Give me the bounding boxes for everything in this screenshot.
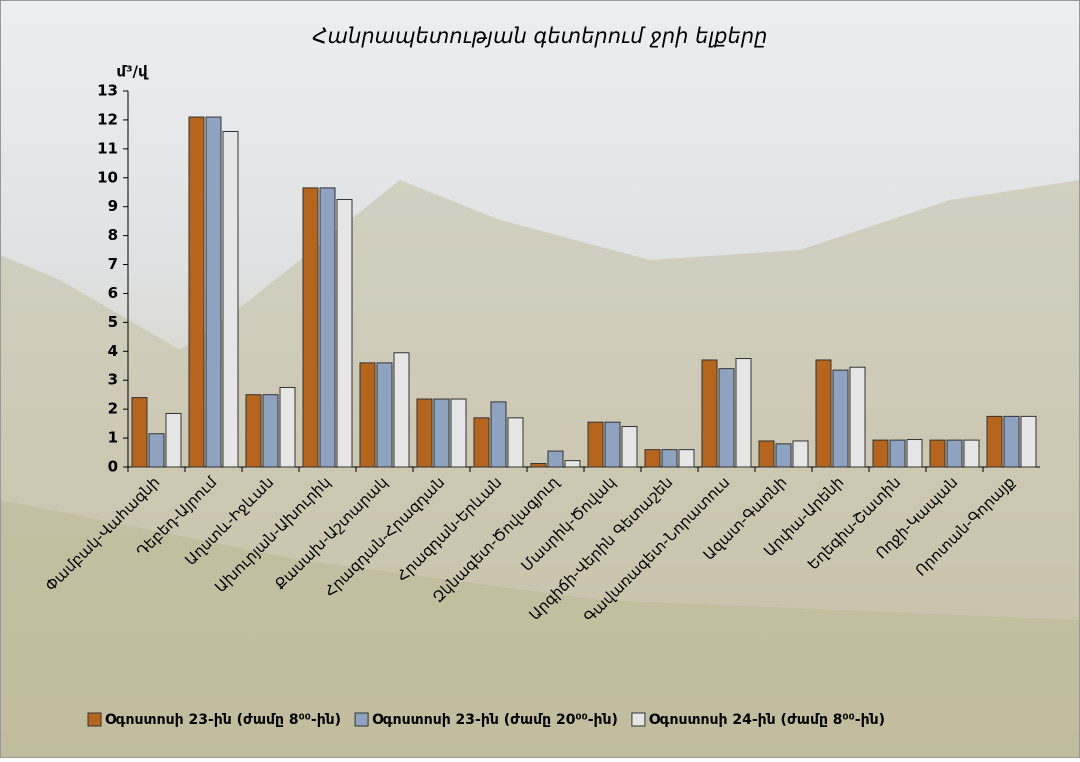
bar [832, 369, 849, 468]
bar [849, 366, 866, 468]
bar [450, 398, 467, 468]
bar [735, 358, 752, 468]
bar [547, 450, 564, 468]
legend-swatch [631, 712, 646, 727]
bar [621, 426, 638, 468]
bar [986, 415, 1003, 468]
bar [245, 394, 262, 468]
bar [906, 439, 923, 468]
legend-label: Օգոստոսի 23-ին (ժամը 20⁰⁰-ին) [372, 712, 618, 728]
bar [433, 398, 450, 468]
bar [889, 439, 906, 468]
bar [792, 440, 809, 468]
bar [775, 443, 792, 468]
bar [564, 460, 581, 468]
bar [165, 412, 182, 468]
bar [131, 397, 148, 468]
legend-swatch [354, 712, 369, 727]
legend-label: Օգոստոսի 24-ին (ժամը 8⁰⁰-ին) [649, 712, 885, 728]
bar [336, 198, 353, 468]
bar [473, 417, 490, 468]
bar [587, 421, 604, 468]
bar [644, 449, 661, 468]
y-tick-label: 8 [108, 226, 118, 244]
bar [1003, 415, 1020, 468]
y-tick-label: 1 [108, 429, 118, 447]
bar [262, 394, 279, 468]
y-tick-label: 9 [108, 197, 118, 215]
y-tick-label: 0 [108, 458, 118, 476]
bar [758, 440, 775, 468]
bar [148, 433, 165, 468]
bar [393, 352, 410, 468]
y-tick-label: 3 [108, 371, 118, 389]
y-tick-label: 10 [97, 168, 118, 186]
bar [1020, 415, 1037, 468]
bar [507, 417, 524, 468]
chart-title: Հանրապետության գետերում ջրի ելքերը [313, 24, 768, 48]
y-tick-label: 5 [108, 313, 118, 331]
bar [279, 386, 296, 468]
y-tick-label: 2 [108, 400, 118, 418]
y-axis-label: մ³/վ [116, 63, 149, 81]
bar [701, 359, 718, 468]
legend-label: Օգոստոսի 23-ին (ժամը 8⁰⁰-ին) [105, 712, 341, 728]
bar [963, 439, 980, 468]
y-tick-label: 12 [97, 110, 118, 128]
bar [205, 116, 222, 468]
bar [815, 359, 832, 468]
bar [188, 116, 205, 468]
y-tick-label: 6 [108, 284, 118, 302]
bar [946, 439, 963, 468]
bar [359, 362, 376, 468]
y-tick-label: 11 [97, 139, 118, 157]
bar [678, 449, 695, 468]
bar [490, 401, 507, 468]
bar [319, 187, 336, 468]
bar [872, 439, 889, 468]
y-tick-label: 7 [108, 255, 118, 273]
bar [929, 439, 946, 468]
bar [661, 449, 678, 468]
bar [302, 187, 319, 468]
bar [416, 398, 433, 468]
landscape [0, 500, 1080, 758]
bar [376, 362, 393, 468]
bar [530, 463, 547, 468]
y-tick-label: 13 [97, 82, 118, 100]
bar [604, 421, 621, 468]
y-tick-label: 4 [108, 342, 118, 360]
bar [222, 130, 239, 468]
legend-swatch [87, 712, 102, 727]
bar [718, 368, 735, 468]
